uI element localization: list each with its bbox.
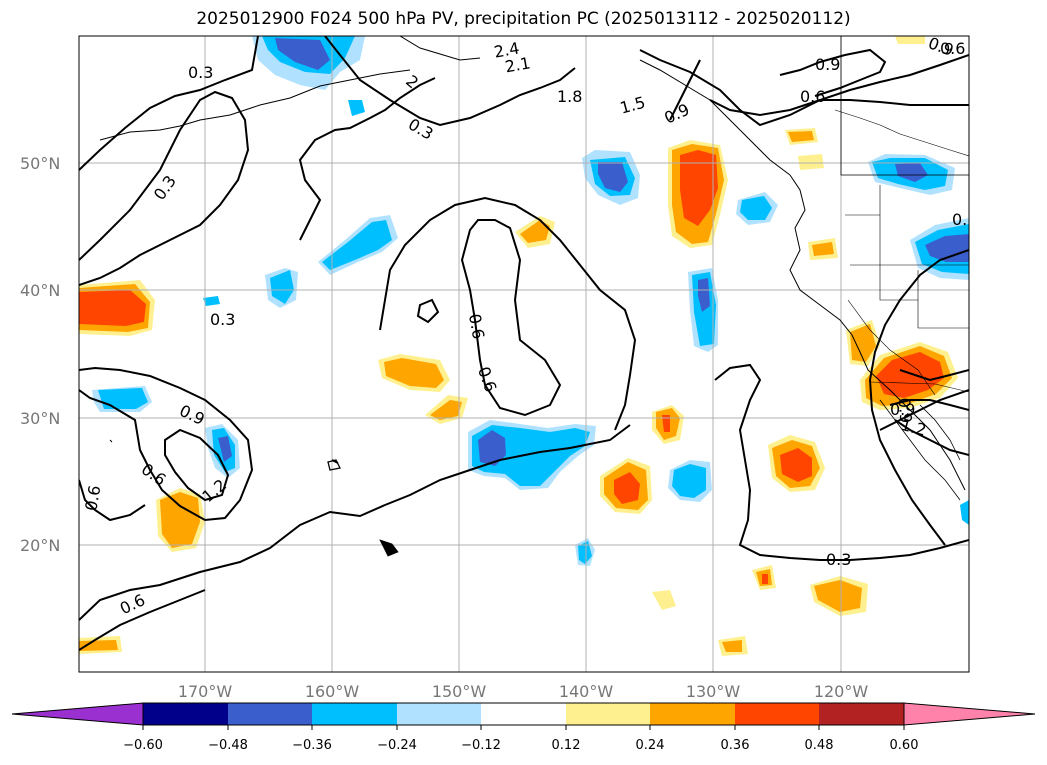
contour-label: 0.9	[894, 397, 915, 424]
contour-label: 0.6	[800, 87, 825, 106]
lon-label-150w: 150°W	[432, 682, 487, 701]
latitude-labels: 50°N 40°N 30°N 20°N	[20, 154, 60, 555]
contour-label: 0.9	[890, 400, 915, 419]
lat-label-30n: 30°N	[20, 409, 60, 428]
lon-label-130w: 130°W	[686, 682, 741, 701]
colorbar-bin	[650, 703, 735, 725]
colorbar-bin	[397, 703, 481, 725]
lon-label-140w: 140°W	[559, 682, 614, 701]
colorbar-bin	[819, 703, 904, 725]
colorbar-tick-label: −0.36	[292, 738, 332, 753]
colorbar-tick-label: 0.12	[552, 738, 581, 753]
contour-label: 2.1	[503, 53, 531, 76]
colorbar-tick-label: −0.12	[461, 738, 501, 753]
colorbar-tick-label: 0.24	[636, 738, 665, 753]
contour-label: 0.3	[952, 210, 977, 229]
colorbar-bin	[481, 703, 566, 725]
lat-label-20n: 20°N	[20, 536, 60, 555]
colorbar-bin	[312, 703, 397, 725]
longitude-labels: 170°W 160°W 150°W 140°W 130°W 120°W	[178, 682, 869, 701]
map-background	[79, 36, 969, 672]
colorbar-tick-label: 0.60	[890, 738, 919, 753]
colorbar-bin	[143, 703, 228, 725]
contour-labels: 0.3 0.3 0.3 0.3 0.3 0.6 0.6 0.6 0.6 0.6 …	[81, 33, 977, 618]
contour-label: 0.6	[465, 312, 488, 340]
colorbar-tick-label: −0.60	[123, 738, 163, 753]
contour-label: 0.9	[926, 33, 956, 60]
colorbar-tick-label: 0.36	[721, 738, 750, 753]
precip-shading	[79, 36, 969, 656]
colorbar-bin	[228, 703, 312, 725]
contour-label: 1.8	[557, 87, 582, 106]
contour-label: 0.3	[826, 550, 851, 569]
lon-label-120w: 120°W	[814, 682, 869, 701]
colorbar-bin	[735, 703, 819, 725]
colorbar-tick-label: 0.48	[805, 738, 834, 753]
contour-label: 0.3	[188, 63, 213, 82]
pv-contours	[79, 36, 969, 651]
map-frame	[78, 35, 970, 673]
colorbar-under-triangle	[11, 702, 144, 726]
colorbar-tick-label: −0.48	[208, 738, 248, 753]
lon-label-160w: 160°W	[305, 682, 360, 701]
map-title: 2025012900 F024 500 hPa PV, precipitatio…	[196, 9, 851, 29]
lat-label-40n: 40°N	[20, 281, 60, 300]
contour-label: 0.3	[210, 310, 235, 329]
colorbar-tick-label: −0.24	[377, 738, 417, 753]
lon-label-170w: 170°W	[178, 682, 233, 701]
contour-label: 0.6	[940, 39, 965, 58]
contour-label: 0.6	[81, 484, 104, 512]
colorbar-bin	[566, 703, 650, 725]
colorbar: −0.60 −0.48 −0.36 −0.24 −0.12 0.12 0.24 …	[11, 702, 1036, 753]
lat-label-50n: 50°N	[20, 154, 60, 173]
colorbar-over-triangle	[903, 702, 1036, 726]
contour-label: 0.9	[815, 55, 840, 74]
contour-label: 2.4	[493, 39, 521, 62]
graticule	[79, 36, 969, 672]
